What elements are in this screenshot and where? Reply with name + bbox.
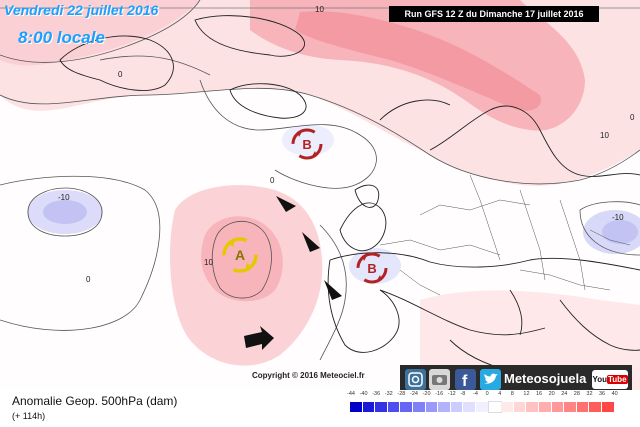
scale-cell <box>539 402 552 412</box>
scale-tick: -24 <box>410 391 418 397</box>
scale-tick: -28 <box>397 391 406 397</box>
scale-cell <box>375 402 388 412</box>
legend-bar: Anomalie Geop. 500hPa (dam) (+ 114h) -44… <box>0 390 640 427</box>
positive-anomaly-north-peak <box>295 11 541 111</box>
contour-label: -10 <box>612 213 624 222</box>
scale-tick: -32 <box>384 391 393 397</box>
scale-cell <box>350 402 363 412</box>
scale-cell <box>487 401 503 413</box>
arrow <box>302 232 320 252</box>
forecast-date: Vendredi 22 juillet 2016 <box>4 2 159 18</box>
facebook-icon[interactable]: f <box>455 369 476 390</box>
scale-cell <box>425 402 439 412</box>
borders <box>379 174 631 296</box>
legend-title: Anomalie Geop. 500hPa (dam) <box>12 394 178 408</box>
scale-cell <box>387 402 401 412</box>
scale-cell <box>362 402 376 412</box>
positive-anomaly-atlantic-core <box>201 216 283 302</box>
scale-tick: -16 <box>435 391 444 397</box>
scale-cell <box>551 402 565 412</box>
scale-tick: -44 <box>347 391 355 397</box>
twitter-icon[interactable] <box>480 369 501 390</box>
scale-tick: 8 <box>510 391 514 397</box>
contour-label: 10 <box>315 5 324 14</box>
contour-label: 10 <box>204 258 213 267</box>
high-center: A <box>222 237 258 273</box>
contour-label: 0 <box>118 70 123 79</box>
arrow <box>276 196 296 212</box>
arrow <box>244 326 274 350</box>
contour-label: -10 <box>58 193 70 202</box>
low-center-letter: B <box>302 137 311 152</box>
youtube-icon[interactable]: YouTube <box>592 370 628 389</box>
scale-cell <box>438 402 451 412</box>
scale-tick: 32 <box>586 391 593 397</box>
scale-tick: -8 <box>460 391 466 397</box>
social-bar: f Meteosojuela YouTube <box>400 365 632 394</box>
color-scale: -44 -40 -36 -32 -28 -24 -20 -16 -12 -8 -4 0 4 8 12 16 20… <box>347 390 630 424</box>
brand-name: Meteosojuela <box>504 371 587 386</box>
scale-cell <box>463 402 476 412</box>
run-info: Run GFS 12 Z du Dimanche 17 juillet 2016 <box>389 6 599 22</box>
scale-tick: 28 <box>573 391 580 397</box>
scale-cell <box>413 402 426 412</box>
low-center-north: B <box>291 128 323 160</box>
copyright: Copyright © 2016 Meteociel.fr <box>252 371 365 380</box>
contour-label: 10 <box>600 131 609 140</box>
scale-tick: 0 <box>485 391 489 397</box>
negative-anomaly-east-core <box>602 220 638 244</box>
scale-tick: 20 <box>548 391 555 397</box>
coastlines <box>59 15 640 376</box>
scale-tick: -4 <box>473 391 478 397</box>
low-center-letter: B <box>367 261 376 276</box>
scale-cell <box>526 402 539 412</box>
scale-tick: 16 <box>536 391 543 397</box>
flow-arrows <box>244 196 342 350</box>
contour-labels: 10 10 -10 -10 10 0 0 0 0 <box>58 5 635 284</box>
scale-tick: 40 <box>611 391 618 397</box>
scale-cell <box>564 402 577 412</box>
forecast-hour: 8:00 locale <box>18 28 105 47</box>
scale-tick: -36 <box>372 391 381 397</box>
camera-icon[interactable] <box>429 369 450 390</box>
scale-cell <box>501 402 514 412</box>
scale-tick: 12 <box>523 391 530 397</box>
scale-cell <box>513 402 527 412</box>
scale-tick: 24 <box>561 391 568 397</box>
arrow <box>324 280 342 300</box>
anomaly-map: 10 10 -10 -10 10 0 0 0 0 B A B <box>0 0 640 390</box>
legend-subtitle: (+ 114h) <box>12 411 46 421</box>
low-center-france: B <box>356 252 388 284</box>
negative-anomaly-atlantic-core <box>43 200 87 224</box>
contour-label: 0 <box>630 113 635 122</box>
svg-text:f: f <box>462 373 468 390</box>
instagram-icon[interactable] <box>405 369 426 390</box>
scale-tick: 4 <box>498 391 502 397</box>
scale-cell <box>589 402 602 412</box>
contour-label: 0 <box>86 275 91 284</box>
contour-label: 0 <box>270 176 275 185</box>
scale-cell <box>476 402 489 412</box>
scale-cell <box>400 402 413 412</box>
scale-cell <box>450 402 464 412</box>
positive-anomaly-west <box>0 0 200 66</box>
scale-cell <box>576 402 590 412</box>
high-center-letter: A <box>235 247 245 263</box>
scale-tick: -20 <box>422 391 431 397</box>
scale-tick: -12 <box>447 391 456 397</box>
scale-tick: -40 <box>359 391 368 397</box>
scale-tick: 36 <box>599 391 606 397</box>
scale-cell <box>602 402 615 412</box>
